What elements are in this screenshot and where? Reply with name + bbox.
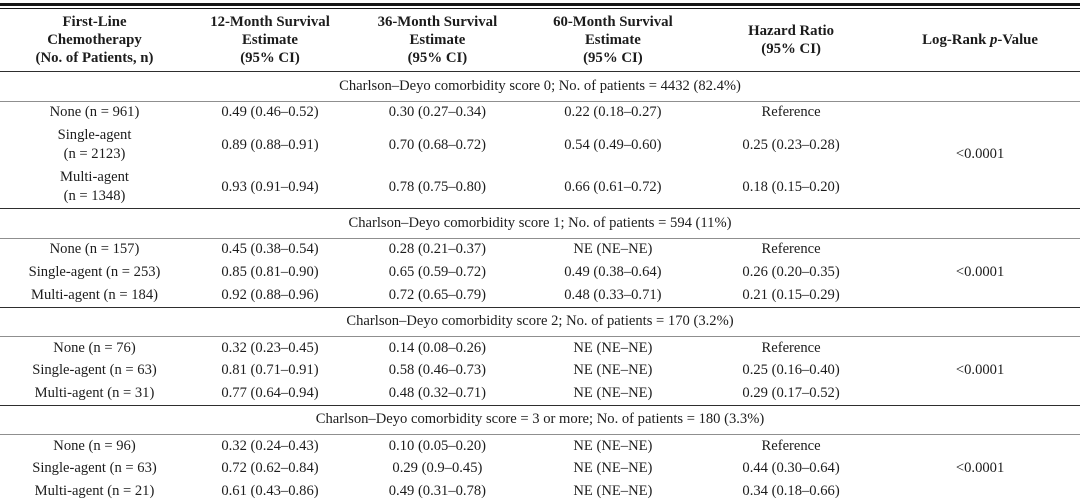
col-header-chemotherapy: First-Line Chemotherapy (No. of Patients… xyxy=(0,8,189,73)
cell-36-month: 0.78 (0.75–0.80) xyxy=(388,178,487,195)
cell-60-month: NE (NE–NE) xyxy=(573,460,653,477)
cell-36-month: 0.10 (0.05–0.20) xyxy=(388,437,487,454)
section-header-label: Charlson–Deyo comorbidity score 2; No. o… xyxy=(0,306,1080,338)
chemo-label: None (n = 96) xyxy=(53,437,136,454)
cell-60-month: 0.49 (0.38–0.64) xyxy=(564,264,662,281)
table-row: None (n = 96) 0.32 (0.24–0.43) 0.10 (0.0… xyxy=(0,435,1080,477)
survival-table: First-Line Chemotherapy (No. of Patients… xyxy=(0,8,1080,503)
pvalue-header-pre: Log-Rank xyxy=(922,32,991,49)
cell-hazard-ratio: 0.25 (0.16–0.40) xyxy=(742,362,840,379)
cell-60-month: NE (NE–NE) xyxy=(573,241,653,258)
pvalue-header-italic-p: p xyxy=(990,32,998,49)
cell-36-month: 0.29 (0.9–0.45) xyxy=(392,460,483,477)
cell-60-month: NE (NE–NE) xyxy=(573,482,653,499)
table-row: Single-agent (n = 2123) 0.89 (0.88–0.91)… xyxy=(0,124,1080,166)
cell-12-month: 0.81 (0.71–0.91) xyxy=(221,362,319,379)
table-row: Multi-agent (n = 31) 0.77 (0.64–0.94) 0.… xyxy=(0,382,1080,405)
chemo-label: None (n = 157) xyxy=(49,241,140,258)
cell-36-month: 0.58 (0.46–0.73) xyxy=(388,362,487,379)
cell-60-month: NE (NE–NE) xyxy=(573,437,653,454)
cell-12-month: 0.32 (0.24–0.43) xyxy=(221,437,319,454)
table-row: None (n = 961) 0.49 (0.46–0.52) 0.30 (0.… xyxy=(0,101,1080,162)
cell-hazard-ratio: 0.44 (0.30–0.64) xyxy=(742,460,840,477)
section-header-score-0: Charlson–Deyo comorbidity score 0; No. o… xyxy=(0,71,1080,102)
cell-hazard-ratio: 0.21 (0.15–0.29) xyxy=(742,286,840,303)
cell-12-month: 0.89 (0.88–0.91) xyxy=(221,136,319,153)
cell-12-month: 0.72 (0.62–0.84) xyxy=(221,460,319,477)
cell-36-month: 0.48 (0.32–0.71) xyxy=(388,384,487,401)
section-header-score-1: Charlson–Deyo comorbidity score 1; No. o… xyxy=(0,208,1080,239)
cell-36-month: 0.28 (0.21–0.37) xyxy=(388,241,487,258)
cell-hazard-ratio: Reference xyxy=(761,104,821,121)
cell-hazard-ratio: 0.18 (0.15–0.20) xyxy=(742,178,840,195)
cell-60-month: NE (NE–NE) xyxy=(573,362,653,379)
cell-hazard-ratio: Reference xyxy=(761,241,821,258)
chemo-label: Multi-agent (n = 1348) xyxy=(60,168,129,205)
section-header-label: Charlson–Deyo comorbidity score 1; No. o… xyxy=(0,208,1080,239)
table-row: None (n = 157) 0.45 (0.38–0.54) 0.28 (0.… xyxy=(0,238,1080,280)
section-header-score-3-or-more: Charlson–Deyo comorbidity score = 3 or m… xyxy=(0,404,1080,436)
cell-hazard-ratio: Reference xyxy=(761,437,821,454)
chemo-label: Multi-agent (n = 184) xyxy=(31,286,158,303)
pvalue-cell: <0.0001 xyxy=(955,264,1005,281)
cell-12-month: 0.77 (0.64–0.94) xyxy=(221,384,319,401)
cell-12-month: 0.32 (0.23–0.45) xyxy=(221,339,319,356)
cell-36-month: 0.14 (0.08–0.26) xyxy=(388,339,487,356)
cell-60-month: 0.22 (0.18–0.27) xyxy=(564,104,662,121)
cell-12-month: 0.45 (0.38–0.54) xyxy=(221,241,319,258)
cell-12-month: 0.49 (0.46–0.52) xyxy=(221,104,319,121)
cell-12-month: 0.61 (0.43–0.86) xyxy=(221,482,319,499)
section-header-label: Charlson–Deyo comorbidity score = 3 or m… xyxy=(0,404,1080,436)
chemo-label: Single-agent (n = 253) xyxy=(28,264,161,281)
survival-table-wrapper: First-Line Chemotherapy (No. of Patients… xyxy=(0,3,1080,503)
cell-hazard-ratio: 0.29 (0.17–0.52) xyxy=(742,384,840,401)
section-header-label: Charlson–Deyo comorbidity score 0; No. o… xyxy=(0,71,1080,102)
cell-60-month: 0.48 (0.33–0.71) xyxy=(564,286,662,303)
col-header-12-month: 12-Month Survival Estimate (95% CI) xyxy=(189,8,351,73)
table-row: Single-agent (n = 253) 0.85 (0.81–0.90) … xyxy=(0,262,1080,285)
col-header-36-month: 36-Month Survival Estimate (95% CI) xyxy=(351,8,524,73)
cell-60-month: 0.54 (0.49–0.60) xyxy=(564,136,662,153)
pvalue-cell: <0.0001 xyxy=(955,460,1005,477)
cell-36-month: 0.70 (0.68–0.72) xyxy=(388,136,487,153)
cell-36-month: 0.65 (0.59–0.72) xyxy=(388,264,487,281)
col-header-hazard-ratio: Hazard Ratio (95% CI) xyxy=(701,8,881,73)
col-header-60-month: 60-Month Survival Estimate (95% CI) xyxy=(523,8,702,73)
table-row: None (n = 76) 0.32 (0.23–0.45) 0.14 (0.0… xyxy=(0,337,1080,379)
table-row: Multi-agent (n = 1348) 0.93 (0.91–0.94) … xyxy=(0,166,1080,209)
cell-60-month: NE (NE–NE) xyxy=(573,384,653,401)
chemo-label: Single-agent (n = 63) xyxy=(32,460,157,477)
cell-12-month: 0.92 (0.88–0.96) xyxy=(221,286,319,303)
chemo-label: None (n = 76) xyxy=(53,339,136,356)
cell-36-month: 0.30 (0.27–0.34) xyxy=(388,104,487,121)
cell-hazard-ratio: 0.25 (0.23–0.28) xyxy=(742,136,840,153)
table-row: Multi-agent (n = 184) 0.92 (0.88–0.96) 0… xyxy=(0,284,1080,307)
table-row: Single-agent (n = 63) 0.81 (0.71–0.91) 0… xyxy=(0,360,1080,383)
cell-hazard-ratio: Reference xyxy=(761,339,821,356)
chemo-label: Multi-agent (n = 31) xyxy=(34,384,155,401)
table-row: Single-agent (n = 63) 0.72 (0.62–0.84) 0… xyxy=(0,458,1080,481)
cell-12-month: 0.85 (0.81–0.90) xyxy=(221,264,319,281)
cell-hazard-ratio: 0.34 (0.18–0.66) xyxy=(742,482,840,499)
pvalue-cell: <0.0001 xyxy=(955,146,1005,163)
cell-60-month: 0.66 (0.61–0.72) xyxy=(564,178,662,195)
chemo-label: Single-agent (n = 63) xyxy=(32,362,157,379)
chemo-label: Multi-agent (n = 21) xyxy=(34,482,155,499)
table-row: Multi-agent (n = 21) 0.61 (0.43–0.86) 0.… xyxy=(0,480,1080,503)
col-header-pvalue: Log-Rank p-Value xyxy=(880,8,1080,73)
cell-60-month: NE (NE–NE) xyxy=(573,339,653,356)
section-header-score-2: Charlson–Deyo comorbidity score 2; No. o… xyxy=(0,306,1080,338)
cell-36-month: 0.49 (0.31–0.78) xyxy=(388,482,487,499)
cell-hazard-ratio: 0.26 (0.20–0.35) xyxy=(742,264,840,281)
chemo-label: Single-agent (n = 2123) xyxy=(57,126,132,163)
pvalue-cell: <0.0001 xyxy=(955,362,1005,379)
header-row: First-Line Chemotherapy (No. of Patients… xyxy=(0,8,1080,73)
cell-36-month: 0.72 (0.65–0.79) xyxy=(388,286,487,303)
cell-12-month: 0.93 (0.91–0.94) xyxy=(221,178,319,195)
pvalue-header-post: -Value xyxy=(997,32,1038,49)
chemo-label: None (n = 961) xyxy=(49,104,140,121)
